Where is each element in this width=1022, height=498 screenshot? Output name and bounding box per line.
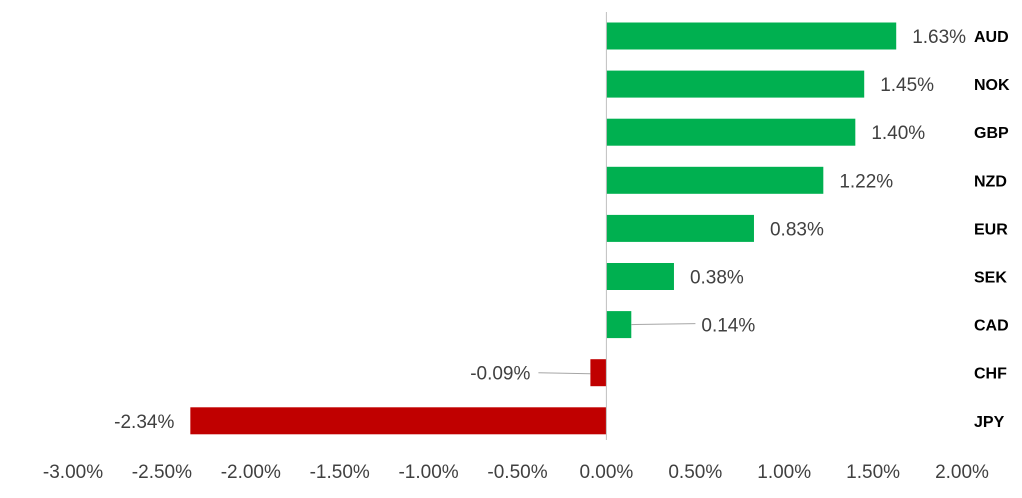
bar-nok: [606, 70, 865, 98]
category-label-cad: CAD: [974, 318, 1009, 335]
category-label-nok: NOK: [974, 77, 1010, 94]
x-tick-label: 1.50%: [846, 462, 900, 483]
x-tick-label: -3.00%: [43, 462, 103, 483]
data-label-aud: 1.63%: [912, 27, 966, 48]
data-label-cad: 0.14%: [701, 316, 755, 337]
bar-nzd: [606, 166, 824, 194]
category-label-jpy: JPY: [974, 414, 1005, 431]
x-tick-label: 0.50%: [668, 462, 722, 483]
bar-gbp: [606, 118, 856, 146]
data-label-sek: 0.38%: [690, 268, 744, 289]
bar-eur: [606, 214, 754, 242]
bar-chf: [590, 359, 607, 387]
data-label-jpy: -2.34%: [114, 412, 174, 433]
x-tick-label: -2.00%: [221, 462, 281, 483]
bar-aud: [606, 22, 897, 50]
category-label-sek: SEK: [974, 270, 1007, 287]
leader-line-chf: [538, 372, 591, 375]
x-tick-label: 1.00%: [757, 462, 811, 483]
x-tick-label: 0.00%: [579, 462, 633, 483]
bar-sek: [606, 263, 674, 290]
data-label-eur: 0.83%: [770, 219, 824, 240]
data-label-chf: -0.09%: [470, 364, 530, 385]
data-label-nzd: 1.22%: [839, 171, 893, 192]
category-label-eur: EUR: [974, 221, 1008, 238]
category-label-gbp: GBP: [974, 125, 1009, 142]
leader-line-cad: [631, 323, 696, 326]
x-tick-label: 2.00%: [935, 462, 989, 483]
category-label-aud: AUD: [974, 29, 1009, 46]
category-label-nzd: NZD: [974, 173, 1007, 190]
x-tick-label: -1.00%: [398, 462, 458, 483]
x-tick-labels-group: -3.00% -2.50% -2.00% -1.50% -1.00% -0.50% 0.00…: [43, 462, 989, 483]
bar-jpy: [190, 407, 607, 435]
x-tick-label: -1.50%: [310, 462, 370, 483]
bar-cad: [606, 311, 632, 339]
data-labels-group: 1.63% 1.45% 1.40% 1.22% 0.83% 0.38% 0.14% -0.09…: [114, 27, 966, 433]
x-tick-label: -2.50%: [132, 462, 192, 483]
category-label-chf: CHF: [974, 366, 1007, 383]
data-label-gbp: 1.40%: [871, 123, 925, 144]
x-tick-label: -0.50%: [487, 462, 547, 483]
bars-group: [190, 22, 897, 435]
category-labels-group: AUD NOK GBP NZD EUR SEK CAD CHF JPY: [974, 29, 1010, 431]
data-label-nok: 1.45%: [880, 75, 934, 96]
leader-lines-group: [538, 323, 696, 375]
